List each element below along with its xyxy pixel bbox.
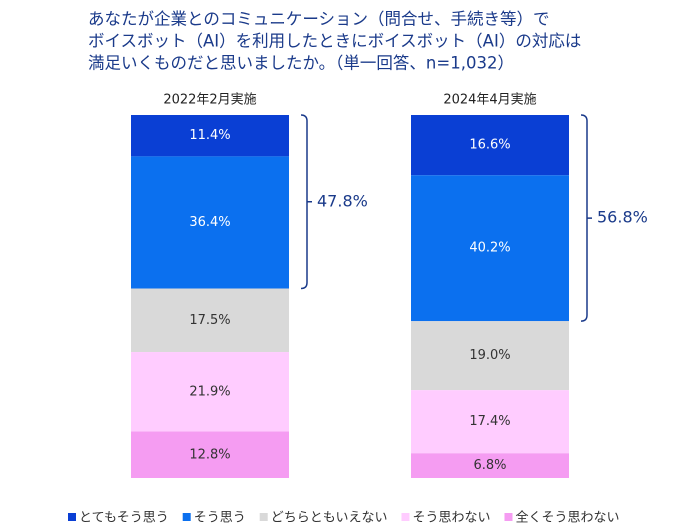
legend-marker [401, 513, 410, 521]
bar-segment [131, 115, 289, 157]
legend-marker [68, 513, 76, 521]
chart-title: あなたが企業とのコミュニケーション（問合せ、手続き等）で [88, 10, 550, 29]
chart-title: 満足いくものだと思いましたか。（単一回答、n=1,032） [88, 54, 514, 73]
category-label: 2024年4月実施 [443, 92, 536, 108]
bar-segment [411, 175, 569, 322]
legend-label: とてもそう思う [79, 511, 169, 526]
category-label: 2022年2月実施 [163, 92, 256, 108]
value-label: 6.8% [473, 458, 506, 473]
bar-segment [411, 321, 569, 391]
bar-segment [131, 431, 289, 478]
legend-marker [504, 513, 513, 521]
chart-title: ボイスボット（AI）を利用したときにボイスボット（AI）の対応は [88, 32, 581, 51]
bar-segment [411, 453, 569, 478]
value-label: 17.5% [189, 313, 230, 328]
value-label: 16.6% [469, 138, 510, 153]
legend-label: そう思う [194, 511, 246, 526]
bracket-label: 56.8% [597, 208, 648, 227]
bracket [580, 114, 592, 322]
bracket-label: 47.8% [317, 191, 368, 210]
legend-marker [259, 513, 268, 521]
value-label: 17.4% [469, 414, 510, 429]
bar-segment [131, 156, 289, 289]
bar-segment [411, 390, 569, 454]
value-label: 40.2% [469, 241, 510, 256]
value-label: 12.8% [189, 447, 230, 462]
bar-segment [131, 288, 289, 353]
value-label: 11.4% [189, 128, 230, 143]
legend-marker [182, 513, 191, 521]
legend-label: 全くそう思わない [515, 510, 619, 526]
bar-segment [131, 352, 289, 432]
legend-label: どちらともいえない [271, 511, 388, 526]
bar-segment [411, 115, 569, 176]
value-label: 19.0% [469, 348, 510, 363]
value-label: 21.9% [189, 384, 230, 399]
legend-label: そう思わない [412, 511, 490, 526]
bracket [300, 114, 312, 290]
value-label: 36.4% [189, 215, 230, 230]
